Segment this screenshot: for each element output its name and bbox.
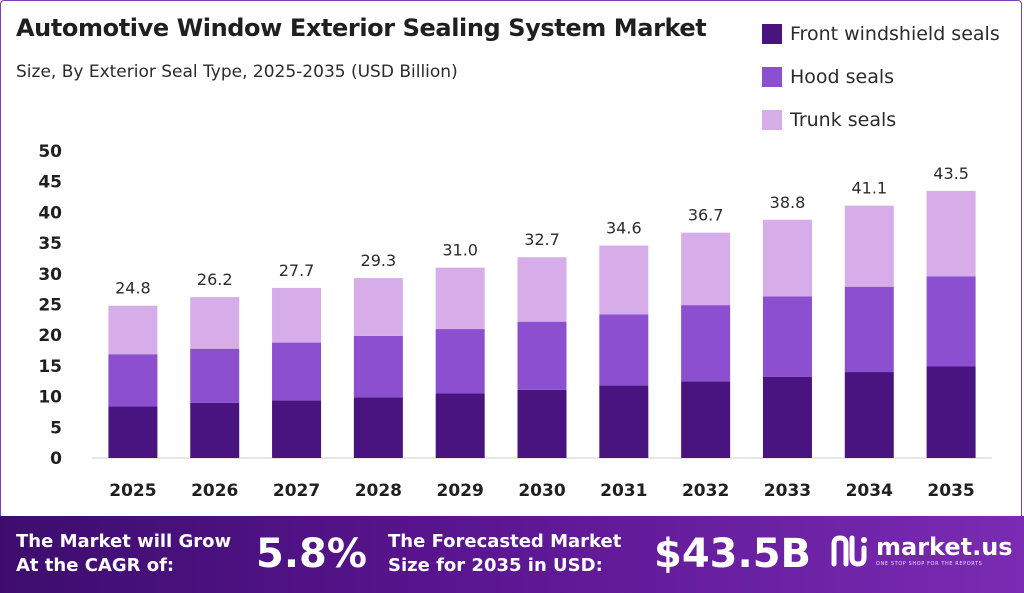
legend-item-front-windshield-seals: Front windshield seals bbox=[762, 12, 1000, 55]
bar-segment-front-windshield-seals bbox=[762, 376, 812, 458]
bar-segment-front-windshield-seals bbox=[435, 393, 485, 458]
bar-total-label: 36.7 bbox=[688, 206, 724, 225]
chart-legend: Front windshield seals Hood seals Trunk … bbox=[762, 12, 1000, 141]
x-tick-label: 2027 bbox=[273, 481, 320, 501]
bar-segment-front-windshield-seals bbox=[844, 372, 894, 458]
bar-segment-trunk-seals bbox=[681, 232, 731, 306]
bar-segment-trunk-seals bbox=[108, 305, 158, 355]
bar-segment-hood-seals bbox=[108, 354, 158, 407]
y-tick-label: 40 bbox=[38, 203, 62, 223]
bar-segment-trunk-seals bbox=[926, 190, 976, 277]
bar-segment-front-windshield-seals bbox=[599, 385, 649, 458]
legend-label-trunk-seals: Trunk seals bbox=[790, 108, 897, 131]
bar-segment-hood-seals bbox=[762, 296, 812, 377]
footer-banner: The Market will Grow At the CAGR of: 5.8… bbox=[0, 516, 1024, 593]
bar-total-label: 26.2 bbox=[197, 270, 233, 289]
brand-name: market.us bbox=[876, 533, 1013, 561]
bar-total-label: 27.7 bbox=[279, 261, 315, 280]
bar-segment-front-windshield-seals bbox=[517, 389, 567, 458]
bar-segment-front-windshield-seals bbox=[353, 397, 403, 458]
brand-tagline: ONE STOP SHOP FOR THE REPORTS bbox=[876, 561, 983, 567]
bar-segment-hood-seals bbox=[272, 342, 322, 401]
stacked-bar-chart: 0510152025303540455024.8202526.2202627.7… bbox=[38, 142, 992, 501]
x-tick-label: 2025 bbox=[109, 481, 156, 501]
x-tick-label: 2033 bbox=[764, 481, 811, 501]
forecast-value: $43.5B bbox=[654, 531, 812, 577]
y-tick-label: 35 bbox=[38, 234, 62, 254]
y-tick-label: 10 bbox=[38, 388, 62, 408]
bar-total-label: 29.3 bbox=[361, 251, 397, 270]
bar-segment-hood-seals bbox=[926, 276, 976, 367]
cagr-label: The Market will Grow At the CAGR of: bbox=[16, 531, 232, 576]
bar-segment-trunk-seals bbox=[353, 278, 403, 336]
x-tick-label: 2028 bbox=[355, 481, 402, 501]
y-tick-label: 45 bbox=[38, 173, 62, 193]
bar-segment-hood-seals bbox=[353, 335, 403, 398]
x-tick-label: 2029 bbox=[437, 481, 484, 501]
y-tick-label: 0 bbox=[50, 449, 62, 469]
bar-segment-hood-seals bbox=[681, 305, 731, 382]
x-tick-label: 2026 bbox=[191, 481, 238, 501]
bar-segment-trunk-seals bbox=[599, 245, 649, 315]
bar-segment-hood-seals bbox=[599, 314, 649, 386]
bar-segment-front-windshield-seals bbox=[272, 400, 322, 458]
bar-segment-trunk-seals bbox=[762, 219, 812, 297]
cagr-value: 5.8% bbox=[256, 531, 367, 577]
x-tick-label: 2030 bbox=[518, 481, 565, 501]
bar-segment-front-windshield-seals bbox=[681, 381, 731, 458]
y-tick-label: 20 bbox=[38, 326, 62, 346]
legend-item-trunk-seals: Trunk seals bbox=[762, 98, 1000, 141]
forecast-label: The Forecasted Market Size for 2035 in U… bbox=[388, 531, 622, 576]
market-us-logo-icon bbox=[831, 535, 867, 567]
bar-segment-front-windshield-seals bbox=[926, 366, 976, 458]
bar-segment-trunk-seals bbox=[272, 287, 322, 343]
bar-total-label: 24.8 bbox=[115, 279, 151, 298]
y-tick-label: 50 bbox=[38, 142, 62, 162]
y-tick-label: 5 bbox=[50, 418, 62, 438]
bar-segment-front-windshield-seals bbox=[108, 406, 158, 458]
bar-total-label: 41.1 bbox=[851, 179, 887, 198]
chart-title: Automotive Window Exterior Sealing Syste… bbox=[16, 14, 707, 42]
bar-segment-trunk-seals bbox=[844, 205, 894, 287]
x-tick-label: 2034 bbox=[846, 481, 893, 501]
y-tick-label: 25 bbox=[38, 296, 62, 316]
bar-segment-hood-seals bbox=[844, 286, 894, 373]
bar-segment-hood-seals bbox=[517, 321, 567, 390]
legend-swatch-front-windshield-seals bbox=[762, 23, 782, 44]
y-tick-label: 30 bbox=[38, 265, 62, 285]
brand-logo: market.us ONE STOP SHOP FOR THE REPORTS bbox=[830, 534, 1013, 568]
bar-total-label: 34.6 bbox=[606, 219, 642, 238]
bar-segment-trunk-seals bbox=[435, 267, 485, 330]
legend-label-front-windshield-seals: Front windshield seals bbox=[790, 22, 1000, 45]
y-tick-label: 15 bbox=[38, 357, 62, 377]
bar-segment-hood-seals bbox=[190, 348, 240, 403]
bar-total-label: 32.7 bbox=[524, 230, 560, 249]
legend-label-hood-seals: Hood seals bbox=[790, 65, 895, 88]
x-tick-label: 2035 bbox=[927, 481, 974, 501]
bar-segment-hood-seals bbox=[435, 329, 485, 394]
bar-total-label: 38.8 bbox=[770, 193, 806, 212]
legend-item-hood-seals: Hood seals bbox=[762, 55, 1000, 98]
x-tick-label: 2032 bbox=[682, 481, 729, 501]
bar-segment-trunk-seals bbox=[517, 257, 567, 322]
bar-total-label: 43.5 bbox=[933, 164, 969, 183]
bar-segment-trunk-seals bbox=[190, 297, 240, 349]
x-tick-label: 2031 bbox=[600, 481, 647, 501]
bar-segment-front-windshield-seals bbox=[190, 402, 240, 458]
bar-total-label: 31.0 bbox=[442, 241, 478, 260]
chart-subtitle: Size, By Exterior Seal Type, 2025-2035 (… bbox=[16, 62, 458, 82]
legend-swatch-trunk-seals bbox=[762, 109, 782, 130]
legend-swatch-hood-seals bbox=[762, 66, 782, 87]
